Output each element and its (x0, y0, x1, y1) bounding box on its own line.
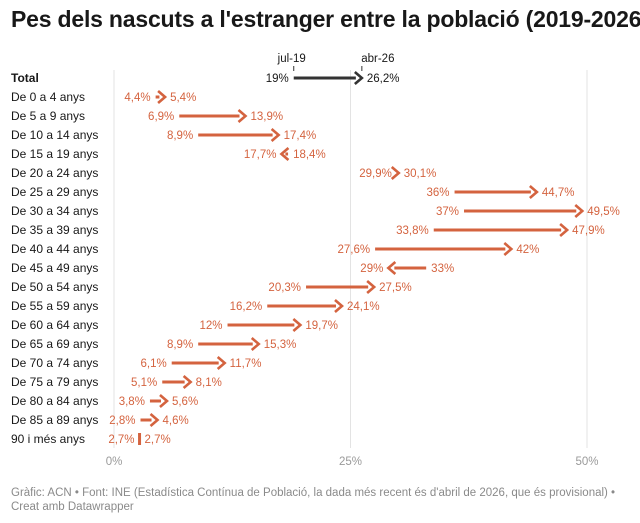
end-value-label: 44,7% (542, 187, 575, 199)
end-value-label: 30,1% (404, 168, 437, 180)
start-value-label: 27,6% (337, 244, 370, 256)
row-label: De 80 a 84 anys (11, 394, 98, 408)
end-value-label: 24,1% (347, 301, 380, 313)
row-label: De 60 a 64 anys (11, 318, 98, 332)
start-value-label: 2,7% (108, 434, 134, 446)
arrow-head (157, 90, 168, 104)
row-label: De 5 a 9 anys (11, 109, 85, 123)
arrow-head (354, 71, 364, 85)
arrow-head (270, 128, 281, 142)
end-value-label: 26,2% (367, 73, 400, 85)
row-label: De 10 a 14 anys (11, 128, 98, 142)
start-value-label: 6,9% (148, 111, 174, 123)
arrow-chart: jul-19 abr-26 Total 19% 26,2% De 0 a 4 anys 4… (11, 53, 620, 468)
chart-title: Pes dels nascuts a l'estranger entre la … (11, 6, 640, 32)
start-value-label: 12% (199, 320, 222, 332)
start-value-label: 33,8% (396, 225, 429, 237)
x-tick-label: 50% (575, 456, 598, 468)
start-value-label: 3,8% (119, 396, 145, 408)
end-value-label: 5,6% (172, 396, 198, 408)
arrow-head (334, 299, 344, 313)
row-label: De 35 a 39 anys (11, 223, 98, 237)
arrow-head (250, 337, 261, 351)
end-value-label: 17,4% (284, 130, 317, 142)
row-label: De 65 a 69 anys (11, 337, 98, 351)
start-value-label: 5,1% (131, 377, 157, 389)
end-value-label: 15,3% (264, 339, 297, 351)
arrow-head (216, 356, 227, 370)
arrow-head (159, 394, 169, 408)
chart-footer: Gràfic: ACN • Font: INE (Estadística Con… (11, 487, 616, 513)
legend-start-label: jul-19 (277, 53, 306, 65)
end-value-label: 19,7% (305, 320, 338, 332)
end-value-label: 42% (516, 244, 539, 256)
start-value-label: 20,3% (268, 282, 301, 294)
arrow-head (503, 242, 514, 256)
row-label: De 55 a 59 anys (11, 299, 98, 313)
row-label: De 0 a 4 anys (11, 90, 85, 104)
end-value-label: 5,4% (170, 92, 196, 104)
end-value-label: 17,7% (244, 149, 277, 161)
start-value-label: 29,9% (359, 168, 392, 180)
start-value-label: 8,9% (167, 339, 193, 351)
end-value-label: 4,6% (163, 415, 189, 427)
arrow-head (574, 204, 585, 218)
row-label: Total (11, 71, 39, 85)
row-label: De 75 a 79 anys (11, 375, 98, 389)
end-value-label: 2,7% (145, 434, 171, 446)
end-value-label: 13,9% (250, 111, 283, 123)
start-value-label: 19% (266, 73, 289, 85)
row-label: De 85 a 89 anys (11, 413, 98, 427)
end-value-label: 8,1% (196, 377, 222, 389)
start-value-label: 2,8% (109, 415, 135, 427)
x-tick-label: 0% (106, 456, 123, 468)
start-value-label: 36% (427, 187, 450, 199)
arrow-head (559, 223, 570, 237)
end-value-label: 47,9% (572, 225, 605, 237)
start-value-label: 4,4% (124, 92, 150, 104)
start-value-label: 8,9% (167, 130, 193, 142)
x-tick-label: 25% (339, 456, 362, 468)
row-label: De 50 a 54 anys (11, 280, 98, 294)
end-value-label: 49,5% (587, 206, 620, 218)
arrow-head (182, 375, 193, 389)
arrow-head (237, 109, 248, 123)
row-label: De 15 a 19 anys (11, 147, 98, 161)
row-label: 90 i més anys (11, 432, 85, 446)
row-label: De 45 a 49 anys (11, 261, 98, 275)
row-label: De 30 a 34 anys (11, 204, 98, 218)
row-label: De 70 a 74 anys (11, 356, 98, 370)
start-value-label: 16,2% (230, 301, 263, 313)
start-value-label: 37% (436, 206, 459, 218)
arrow-head (292, 318, 303, 332)
arrow-head (279, 147, 290, 161)
row-label: De 25 a 29 anys (11, 185, 98, 199)
arrow-head (386, 261, 397, 275)
arrow-head (390, 166, 401, 180)
arrow-head (529, 185, 539, 199)
end-value-label: 29% (360, 263, 383, 275)
start-value-label: 6,1% (140, 358, 166, 370)
legend-end-label: abr-26 (361, 53, 394, 65)
arrow-head (149, 413, 160, 427)
start-value-label: 18,4% (293, 149, 326, 161)
end-value-label: 11,7% (230, 358, 262, 370)
end-value-label: 27,5% (379, 282, 412, 294)
row-label: De 20 a 24 anys (11, 166, 98, 180)
row-label: De 40 a 44 anys (11, 242, 98, 256)
arrow-head (366, 280, 377, 294)
start-value-label: 33% (431, 263, 454, 275)
